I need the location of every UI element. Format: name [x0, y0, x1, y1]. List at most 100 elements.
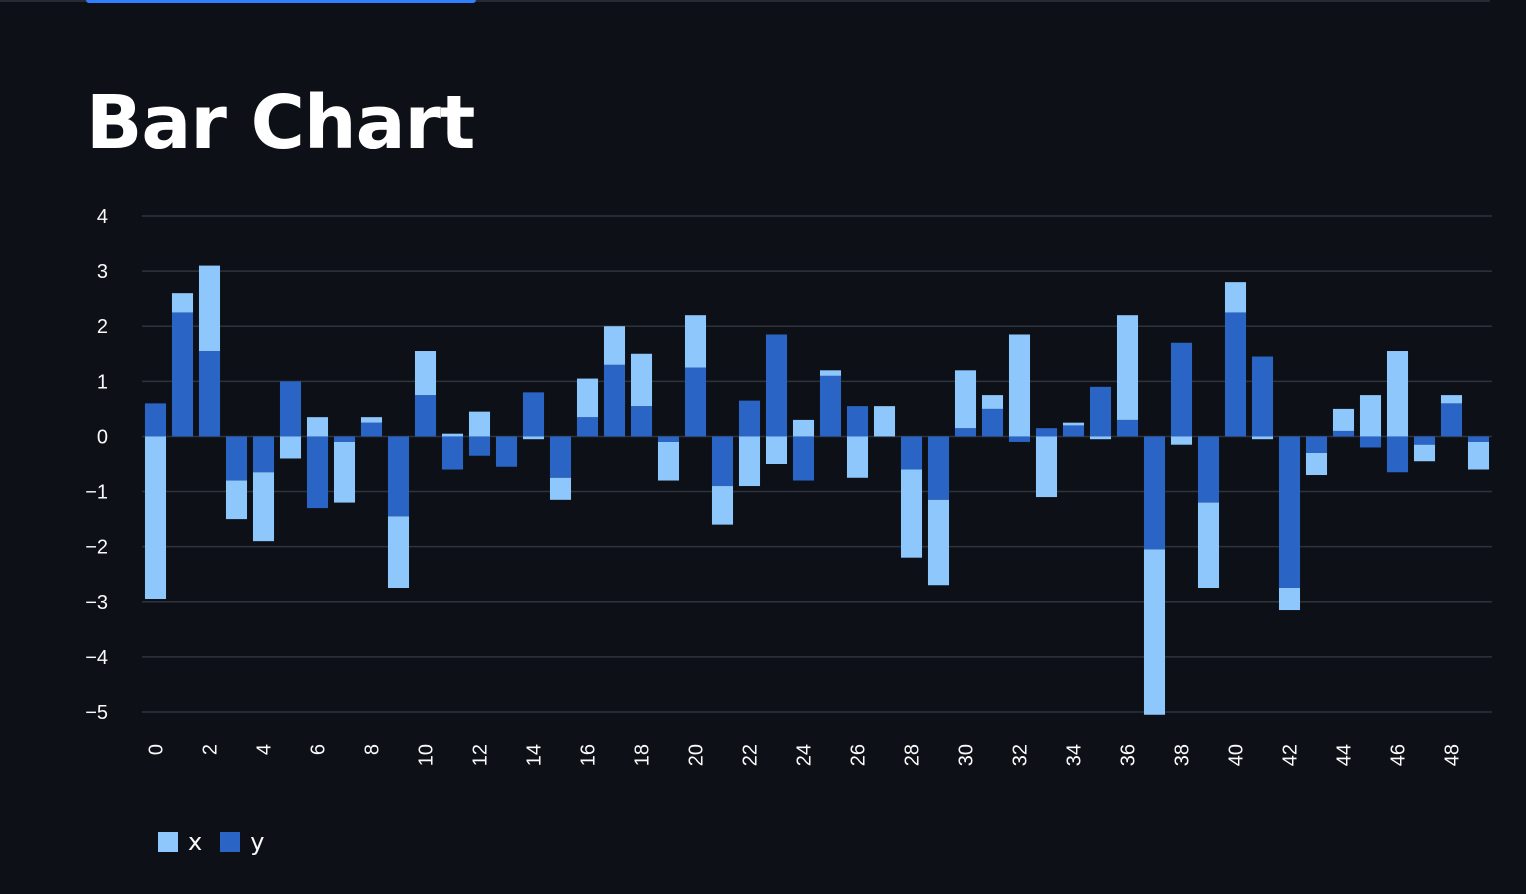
bar-y[interactable]: [846, 406, 869, 437]
bar-x[interactable]: [279, 436, 302, 459]
bar-y[interactable]: [468, 436, 491, 456]
bar-x[interactable]: [1278, 588, 1301, 611]
bar-x[interactable]: [1413, 444, 1436, 462]
bar-y[interactable]: [576, 417, 599, 437]
bar-y[interactable]: [1062, 425, 1085, 437]
bar-y[interactable]: [684, 367, 707, 437]
bar-y[interactable]: [144, 403, 167, 437]
bar-x[interactable]: [900, 469, 923, 558]
bar-x[interactable]: [1359, 395, 1382, 437]
bar-x[interactable]: [1440, 395, 1463, 404]
bar-y[interactable]: [900, 436, 923, 470]
bar-y[interactable]: [1143, 436, 1166, 550]
bar-y[interactable]: [1170, 342, 1193, 437]
bar-x[interactable]: [549, 477, 572, 500]
bar-x[interactable]: [873, 406, 896, 437]
bar-y[interactable]: [1197, 436, 1220, 503]
bar-x[interactable]: [846, 436, 869, 478]
bar-y[interactable]: [549, 436, 572, 478]
bar-x[interactable]: [198, 265, 221, 352]
bar-x[interactable]: [306, 417, 329, 437]
bar-x[interactable]: [819, 370, 842, 376]
bar-y[interactable]: [333, 436, 356, 442]
bar-y[interactable]: [387, 436, 410, 517]
bar-y[interactable]: [1089, 386, 1112, 437]
bar-y[interactable]: [1332, 430, 1355, 437]
bar-x[interactable]: [468, 411, 491, 437]
bar-x[interactable]: [522, 436, 545, 440]
bar-x[interactable]: [954, 370, 977, 429]
bar-y[interactable]: [927, 436, 950, 500]
bar-y[interactable]: [279, 381, 302, 437]
bar-y[interactable]: [1116, 419, 1139, 437]
bar-x[interactable]: [927, 499, 950, 586]
bar-x[interactable]: [1143, 549, 1166, 715]
bar-x[interactable]: [1251, 436, 1274, 440]
bar-y[interactable]: [981, 408, 1004, 437]
bar-x[interactable]: [387, 516, 410, 588]
bar-y[interactable]: [1413, 436, 1436, 445]
bar-x[interactable]: [144, 436, 167, 600]
bar-y[interactable]: [1278, 436, 1301, 588]
bar-y[interactable]: [225, 436, 248, 481]
bar-x[interactable]: [1035, 436, 1058, 498]
bar-x[interactable]: [765, 436, 788, 464]
bar-y[interactable]: [1035, 428, 1058, 437]
bar-x[interactable]: [360, 417, 383, 423]
bar-x[interactable]: [738, 436, 761, 487]
bar-x[interactable]: [657, 441, 680, 481]
legend-item-y[interactable]: y: [220, 828, 264, 856]
bar-y[interactable]: [819, 375, 842, 437]
bar-x[interactable]: [981, 395, 1004, 409]
bar-y[interactable]: [765, 334, 788, 437]
bar-y[interactable]: [198, 351, 221, 437]
bar-y[interactable]: [1305, 436, 1328, 453]
bar-x[interactable]: [1089, 436, 1112, 440]
bar-y[interactable]: [630, 406, 653, 437]
bar-y[interactable]: [306, 436, 329, 509]
bar-y[interactable]: [522, 392, 545, 437]
bar-x[interactable]: [1008, 334, 1031, 437]
bar-y[interactable]: [1251, 356, 1274, 437]
bar-x[interactable]: [1197, 502, 1220, 588]
bar-x[interactable]: [1224, 282, 1247, 313]
bar-x[interactable]: [414, 351, 437, 396]
bar-x[interactable]: [684, 315, 707, 368]
bar-y[interactable]: [711, 436, 734, 487]
bar-y[interactable]: [360, 422, 383, 437]
bar-x[interactable]: [603, 326, 626, 365]
bar-x[interactable]: [1467, 441, 1490, 470]
bar-y[interactable]: [1008, 436, 1031, 442]
bar-x[interactable]: [441, 433, 464, 437]
bar-x[interactable]: [630, 353, 653, 407]
bar-x[interactable]: [171, 293, 194, 313]
bar-x[interactable]: [1170, 436, 1193, 445]
bar-x[interactable]: [1116, 315, 1139, 420]
bar-x[interactable]: [576, 378, 599, 418]
bar-x[interactable]: [711, 486, 734, 525]
bar-x[interactable]: [1332, 408, 1355, 431]
bar-y[interactable]: [495, 436, 518, 467]
bar-y[interactable]: [1467, 436, 1490, 442]
bar-y[interactable]: [738, 400, 761, 437]
bar-x[interactable]: [792, 419, 815, 437]
bar-x[interactable]: [252, 472, 275, 542]
bar-y[interactable]: [1359, 436, 1382, 448]
legend-item-x[interactable]: x: [158, 828, 202, 856]
bar-y[interactable]: [441, 436, 464, 470]
bar-y[interactable]: [171, 312, 194, 437]
bar-x[interactable]: [225, 480, 248, 520]
bar-y[interactable]: [252, 436, 275, 473]
bar-y[interactable]: [1224, 312, 1247, 437]
bar-y[interactable]: [603, 364, 626, 437]
bar-x[interactable]: [333, 441, 356, 503]
bar-y[interactable]: [414, 395, 437, 437]
bar-x[interactable]: [1386, 351, 1409, 437]
bar-x[interactable]: [1305, 452, 1328, 476]
bar-y[interactable]: [792, 436, 815, 481]
bar-y[interactable]: [954, 428, 977, 437]
bar-y[interactable]: [657, 436, 680, 442]
bar-y[interactable]: [1440, 403, 1463, 437]
bar-x[interactable]: [1062, 422, 1085, 426]
bar-y[interactable]: [1386, 436, 1409, 473]
